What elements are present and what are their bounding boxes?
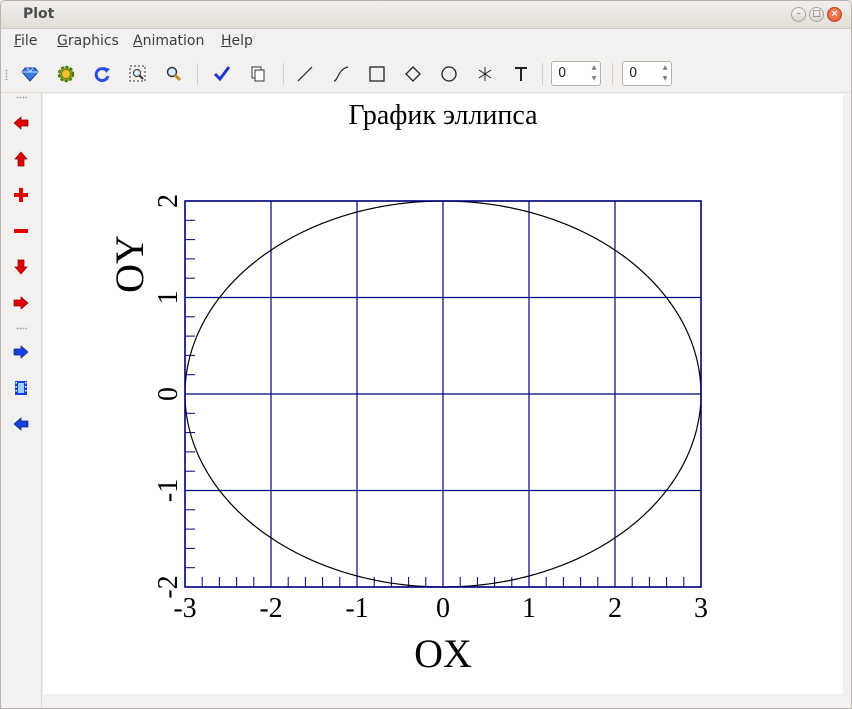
menu-file-label: ile [21,33,38,49]
spin-box-1-arrows[interactable]: ▲ ▼ [591,64,597,82]
gem-icon[interactable] [19,63,41,85]
arrow-left-icon[interactable] [10,112,32,134]
side-toolbar [1,93,42,708]
menu-graphics-label: raphics [67,33,119,49]
minor-ticks [185,219,685,587]
gear-icon[interactable] [55,63,77,85]
arrow-right-icon[interactable] [10,292,32,314]
x-tick-label: -2 [259,593,282,624]
plus-icon[interactable] [10,184,32,206]
plot-canvas[interactable]: График эллипса -3 -2 -1 0 1 2 3 -2 -1 0 1 2 OX OY [43,94,843,694]
x-tick-label: 2 [608,593,622,624]
title-bar[interactable]: Plot – □ × [1,1,851,29]
refresh-icon[interactable] [91,63,113,85]
menu-help-mnemonic: H [221,33,232,49]
y-tick-label: 1 [153,291,184,305]
spin-box-2-arrows[interactable]: ▲ ▼ [662,64,668,82]
y-tick-label: -2 [153,575,184,598]
spin-box-2[interactable]: 0 ▲ ▼ [622,61,672,86]
x-tick-label: -1 [345,593,368,624]
side-toolbar-grip[interactable] [16,327,27,330]
menu-graphics-mnemonic: G [57,33,68,49]
y-tick-label: -1 [153,479,184,502]
menu-animation-mnemonic: A [133,33,143,49]
copy-icon[interactable] [247,63,269,85]
film-icon[interactable] [10,377,32,399]
plot-frame [184,200,702,588]
y-tick-label: 0 [153,387,184,401]
zoom-region-icon[interactable] [127,63,149,85]
grid [184,200,702,588]
toolbar-separator [542,63,543,85]
minimize-button[interactable]: – [791,7,806,22]
menu-file[interactable]: File [14,33,37,49]
y-tick-labels: -2 -1 0 1 2 [153,194,184,599]
menu-help-label: elp [231,33,253,49]
menu-graphics[interactable]: Graphics [57,33,119,49]
zoom-magnifier-icon[interactable] [163,63,185,85]
y-tick-label: 2 [153,194,184,208]
play-forward-icon[interactable] [10,341,32,363]
main-toolbar: 0 ▲ ▼ 0 ▲ ▼ [1,55,851,93]
text-tool-icon[interactable] [510,63,532,85]
arrow-down-icon[interactable] [10,256,32,278]
plot-title: График эллипса [348,100,538,131]
spin-box-1-value: 0 [558,66,567,81]
checkmark-icon[interactable] [211,63,233,85]
toolbar-separator [197,63,198,85]
minus-icon[interactable] [10,220,32,242]
menu-animation[interactable]: Animation [133,33,204,49]
asterisk-tool-icon[interactable] [474,63,496,85]
toolbar-separator [612,63,613,85]
side-toolbar-grip[interactable] [16,96,27,99]
curve-tool-icon[interactable] [330,63,352,85]
spin-box-1[interactable]: 0 ▲ ▼ [551,61,601,86]
x-tick-labels: -3 -2 -1 0 1 2 3 [173,593,708,624]
menu-help[interactable]: Help [221,33,253,49]
diamond-tool-icon[interactable] [402,63,424,85]
y-axis-label: OY [107,235,152,293]
line-tool-icon[interactable] [294,63,316,85]
menu-file-mnemonic: F [14,33,22,49]
toolbar-grip[interactable] [5,69,8,80]
spin-box-2-value: 0 [629,66,638,81]
window-title: Plot [23,6,55,22]
menu-bar: File Graphics Animation Help [1,29,851,55]
close-icon: × [830,9,839,19]
maximize-button[interactable]: □ [809,7,824,22]
play-back-icon[interactable] [10,413,32,435]
x-tick-label: -3 [173,593,196,624]
minimize-icon: – [796,9,801,19]
x-tick-label: 0 [436,593,450,624]
close-button[interactable]: × [827,7,842,22]
circle-tool-icon[interactable] [438,63,460,85]
x-tick-label: 3 [694,593,708,624]
maximize-icon: □ [812,9,821,19]
rectangle-tool-icon[interactable] [366,63,388,85]
x-axis-label: OX [414,631,472,676]
menu-animation-label: nimation [142,33,205,49]
toolbar-separator [283,63,284,85]
x-tick-label: 1 [522,593,536,624]
arrow-up-icon[interactable] [10,148,32,170]
